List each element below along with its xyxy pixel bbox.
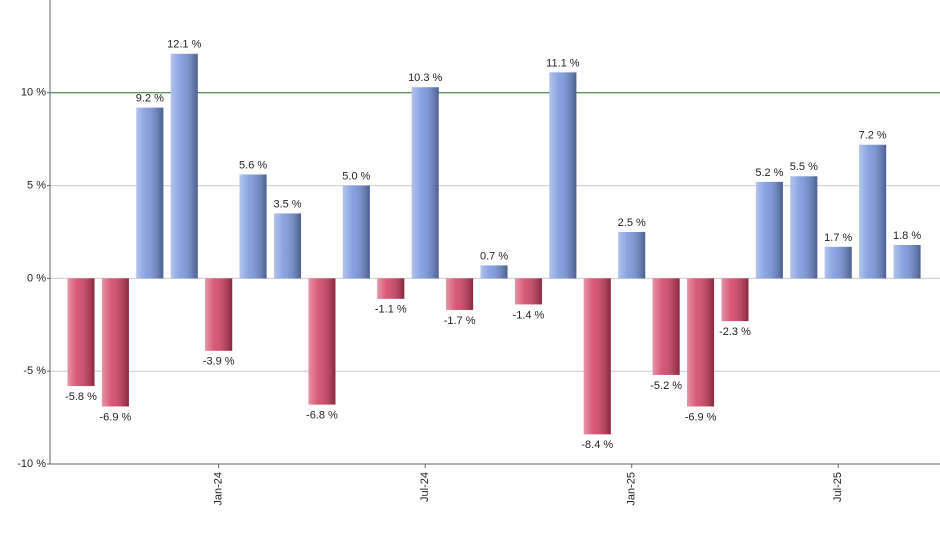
bar-shade <box>755 181 783 279</box>
bar-shade <box>721 278 749 322</box>
bar-shade <box>342 185 370 279</box>
value-label: 5.0 % <box>342 171 370 183</box>
value-label: 10.3 % <box>408 72 442 84</box>
x-tick-label: Jan-24 <box>213 472 225 506</box>
bar-shade <box>824 246 852 279</box>
bar-shade <box>893 244 921 279</box>
value-label: -1.7 % <box>444 315 476 327</box>
bar-shade <box>549 72 577 279</box>
value-label: 7.2 % <box>859 130 887 142</box>
value-label: -6.9 % <box>685 411 717 423</box>
bar-shade <box>101 278 129 407</box>
bar-shade <box>514 278 542 305</box>
bar-shade <box>687 278 715 407</box>
bar-shade <box>67 278 95 387</box>
bar-shade <box>480 265 508 279</box>
value-label: -8.4 % <box>581 439 613 451</box>
bar-shade <box>205 278 233 351</box>
bar-shade <box>859 144 887 279</box>
bar-shade <box>446 278 474 310</box>
value-label: 5.5 % <box>790 161 818 173</box>
value-label: 0.7 % <box>480 250 508 262</box>
y-tick-label: 10 % <box>21 87 46 99</box>
x-tick-label: Jul-25 <box>832 472 844 502</box>
bar-shade <box>583 278 611 435</box>
bar-shade <box>170 53 198 279</box>
value-label: 11.1 % <box>546 57 580 69</box>
value-label: 5.6 % <box>239 159 267 171</box>
x-tick-label: Jul-24 <box>419 472 431 502</box>
value-label: -6.8 % <box>306 410 338 422</box>
value-label: -2.3 % <box>719 326 751 338</box>
value-label: 9.2 % <box>136 93 164 105</box>
value-label: -1.1 % <box>375 304 407 316</box>
value-label: -5.8 % <box>65 391 97 403</box>
value-label: 3.5 % <box>273 198 301 210</box>
bar-shade <box>618 232 646 279</box>
value-label: 12.1 % <box>167 39 201 51</box>
bar-shade <box>239 174 267 279</box>
bar-shade <box>652 278 680 375</box>
bar-shade <box>377 278 405 299</box>
value-label: -6.9 % <box>100 411 132 423</box>
value-label: 5.2 % <box>755 167 783 179</box>
x-tick-label: Jan-25 <box>626 472 638 506</box>
y-tick-label: 5 % <box>27 180 46 192</box>
y-tick-label: -10 % <box>17 458 46 470</box>
value-label: 2.5 % <box>618 217 646 229</box>
bar-shade <box>274 213 302 279</box>
value-label: -3.9 % <box>203 356 235 368</box>
y-tick-label: 0 % <box>27 272 46 284</box>
value-label: -1.4 % <box>513 309 545 321</box>
value-label: 1.8 % <box>893 230 921 242</box>
y-tick-label: -5 % <box>23 365 46 377</box>
bar-shade <box>790 176 818 279</box>
value-label: -5.2 % <box>650 380 682 392</box>
bar-shade <box>308 278 336 405</box>
bar-shade <box>411 87 439 279</box>
bar-shade <box>136 107 164 279</box>
value-label: 1.7 % <box>824 232 852 244</box>
